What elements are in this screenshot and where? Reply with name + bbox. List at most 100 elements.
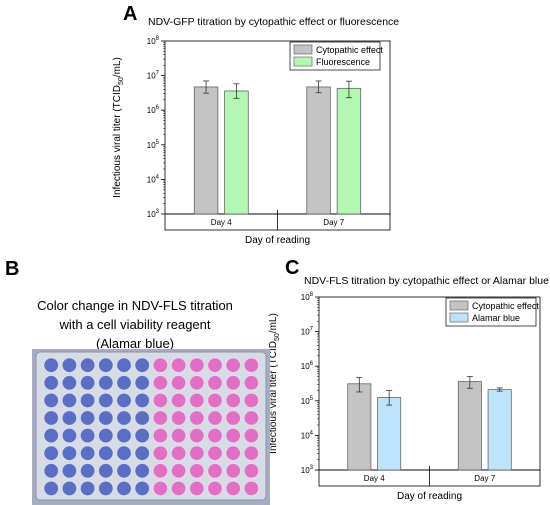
plate-well [116, 392, 132, 408]
plate-well [189, 480, 205, 496]
y-tick-label: 104 [147, 174, 160, 184]
legend-swatch [293, 44, 313, 55]
plate-well [207, 445, 223, 461]
legend-label: Alamar blue [472, 313, 520, 323]
plate-well [171, 357, 187, 373]
plate-well [98, 480, 114, 496]
x-category-label: Day 7 [323, 218, 344, 227]
plate-well [98, 375, 114, 391]
plate-well [189, 375, 205, 391]
y-axis-label: Infectious viral titer (TCID50/mL) [112, 57, 125, 198]
y-axis-label: Infectious viral titer (TCID50/mL) [268, 313, 281, 454]
y-tick-label: 107 [301, 327, 314, 337]
plate-well [152, 357, 168, 373]
plate-well [134, 392, 150, 408]
plate-well [80, 357, 96, 373]
plate-well [152, 392, 168, 408]
plate-well [116, 357, 132, 373]
plate-well [225, 392, 241, 408]
plate-well [134, 410, 150, 426]
plate-well [207, 463, 223, 479]
legend-label: Cytopathic effect [472, 301, 539, 311]
y-tick-label: 103 [301, 465, 314, 475]
plate-well [171, 427, 187, 444]
plate-well [152, 480, 168, 496]
plate-well [189, 392, 205, 408]
plate-well [116, 410, 132, 426]
plate-well [225, 463, 241, 479]
plate-well [189, 427, 205, 444]
plate-well [134, 427, 150, 444]
plate-well [80, 480, 96, 496]
plate-well [80, 463, 96, 479]
plate-well [243, 357, 259, 373]
plate-well [61, 463, 78, 479]
chart-c-title: NDV-FLS titration by cytopathic effect o… [304, 275, 549, 287]
plate-well [171, 392, 187, 408]
plate-well [98, 392, 114, 408]
plate-well [43, 480, 59, 496]
plate-well [189, 357, 205, 373]
caption-line-3: (Alamar blue) [95, 336, 175, 351]
plate-well [207, 410, 223, 426]
plate-well [80, 392, 96, 408]
plate-well [225, 480, 241, 496]
plate-well [80, 375, 96, 391]
legend-swatch [449, 300, 469, 311]
plate-body [35, 351, 267, 501]
plate-well [225, 357, 241, 373]
plate-well [207, 375, 223, 391]
y-tick-label: 107 [147, 71, 160, 81]
plate-well [189, 410, 205, 426]
bar [377, 397, 402, 471]
plate-well [189, 445, 205, 461]
plate-well [98, 410, 114, 426]
plate-well [61, 427, 78, 444]
plate-well [134, 463, 150, 479]
x-category-label: Day 4 [364, 474, 385, 483]
plate-well [171, 480, 187, 496]
plate-well [98, 357, 114, 373]
y-tick-label: 105 [147, 140, 160, 150]
plate-well [243, 463, 259, 479]
panel-letter-a: A [123, 3, 138, 25]
plate-well [134, 445, 150, 461]
plate-well [116, 445, 132, 461]
x-category-label: Day 7 [474, 474, 495, 483]
plate-well [43, 463, 59, 479]
plate-well [61, 357, 78, 373]
plate-well [225, 375, 241, 391]
plate-well [134, 480, 150, 496]
plate-well [61, 392, 78, 408]
plate-well [61, 410, 78, 426]
chart-a: 103 104 105 106 107 108 Day 4 Day 7 Day of readi… [112, 36, 391, 246]
plate-well [225, 410, 241, 426]
plate-well [43, 427, 59, 444]
plate-well [98, 427, 114, 444]
plate-well [43, 375, 59, 391]
plate-well [171, 375, 187, 391]
plate-well [61, 480, 78, 496]
plate-well [43, 410, 59, 426]
plate-well [207, 357, 223, 373]
chart-c: 103 104 105 106 107 108 Day 4 Day 7 Day of readi… [268, 292, 541, 502]
plate-well [171, 445, 187, 461]
caption-line-1: Color change in NDV-FLS titration [37, 298, 233, 313]
bar [193, 86, 219, 215]
legend-label: Cytopathic effect [316, 45, 383, 55]
plate-well [243, 392, 259, 408]
plate-well [116, 480, 132, 496]
x-category-label: Day 4 [211, 218, 232, 227]
y-tick-label: 108 [147, 36, 160, 46]
caption-line-2: with a cell viability reagent [59, 317, 211, 332]
plate-well [171, 410, 187, 426]
plate-well [80, 445, 96, 461]
panel-letter-b: B [5, 258, 20, 280]
y-tick-label: 105 [301, 396, 314, 406]
plate-well [243, 375, 259, 391]
plate-well [80, 410, 96, 426]
legend-swatch [449, 312, 469, 323]
y-tick-label: 108 [301, 292, 314, 302]
photo-caption: Color change in NDV-FLS titration with a… [0, 296, 270, 353]
